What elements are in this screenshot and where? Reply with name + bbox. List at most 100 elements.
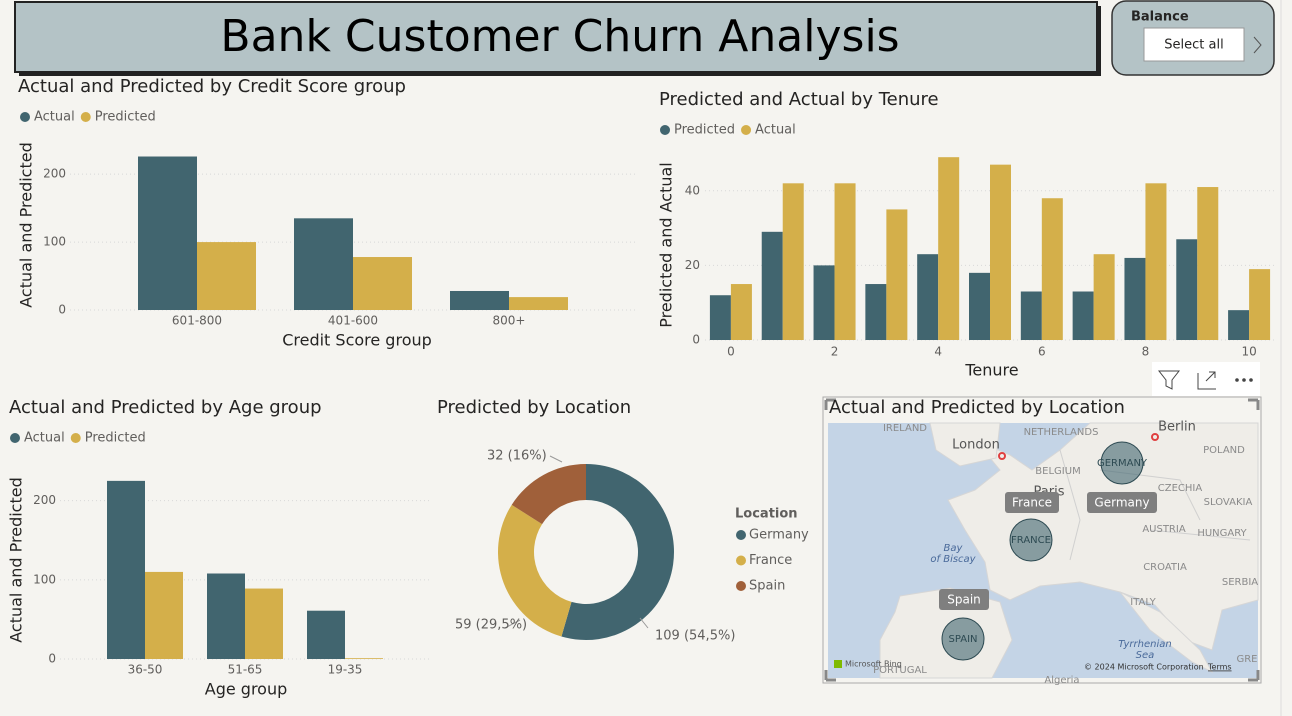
y-axis-label: Predicted and Actual — [657, 162, 676, 328]
bar[interactable] — [207, 573, 245, 660]
dashboard-title: Bank Customer Churn Analysis — [220, 11, 899, 62]
location-bubble[interactable] — [941, 617, 985, 661]
slicer-dropdown[interactable] — [1143, 27, 1245, 62]
legend-label: Spain — [749, 579, 785, 594]
title-banner — [14, 1, 1098, 73]
map-land — [947, 422, 1259, 651]
map-attribution: © 2024 Microsoft Corporation — [1084, 663, 1204, 672]
legend-marker — [80, 112, 91, 122]
bar[interactable] — [938, 157, 960, 340]
bar[interactable] — [813, 265, 835, 340]
bar[interactable] — [138, 156, 197, 310]
bar[interactable] — [1197, 187, 1219, 340]
x-tick-label: 2 — [831, 345, 839, 359]
bar[interactable] — [969, 272, 990, 340]
x-tick-label: 51-65 — [228, 663, 263, 677]
y-tick-label: 200 — [33, 493, 56, 507]
bar[interactable] — [709, 295, 731, 340]
donut-slice[interactable] — [498, 504, 572, 637]
chart-title: Actual and Predicted by Credit Score gro… — [18, 76, 406, 97]
legend-marker — [736, 555, 746, 566]
bar[interactable] — [886, 209, 908, 340]
x-tick-label: 800+ — [493, 314, 526, 328]
donut-slice[interactable] — [561, 464, 674, 641]
y-tick-label: 0 — [48, 652, 56, 666]
focus-icon[interactable] — [1197, 371, 1216, 390]
legend-marker — [20, 112, 30, 122]
bar[interactable] — [917, 254, 939, 340]
bar[interactable] — [145, 571, 183, 659]
filter-icon[interactable] — [1157, 370, 1181, 390]
y-tick-label: 0 — [692, 333, 700, 347]
place-label: of Biscay — [930, 554, 976, 565]
bubble-label: FRANCE — [1011, 535, 1051, 546]
bar[interactable] — [245, 588, 283, 659]
bar[interactable] — [1228, 310, 1250, 340]
bar[interactable] — [761, 231, 783, 340]
legend-label: Predicted — [95, 110, 156, 125]
bar[interactable] — [450, 290, 509, 310]
x-tick-label: 6 — [1038, 345, 1046, 359]
x-tick-label: 19-35 — [328, 663, 363, 677]
place-label: IRELAND — [883, 423, 927, 434]
x-axis-label: Tenure — [964, 361, 1018, 380]
bar[interactable] — [353, 257, 412, 310]
bar[interactable] — [834, 183, 856, 340]
location-bubble[interactable] — [1100, 441, 1144, 485]
place-label: London — [952, 438, 1000, 453]
slicer-value[interactable]: Select all — [1164, 38, 1223, 53]
bar[interactable] — [197, 242, 256, 310]
map-land — [1119, 591, 1214, 674]
place-label: HUNGARY — [1197, 528, 1247, 539]
bubble-label: GERMANY — [1097, 458, 1148, 469]
donut-slice[interactable] — [511, 464, 586, 525]
slicer-label: Balance — [1131, 10, 1189, 25]
more-dot[interactable] — [1242, 378, 1246, 382]
x-tick-label: 4 — [934, 345, 942, 359]
bar[interactable] — [1093, 254, 1115, 340]
chart-title: Actual and Predicted by Age group — [9, 397, 322, 418]
bar[interactable] — [294, 218, 353, 310]
legend-marker — [741, 125, 752, 135]
chart-title: Predicted by Location — [437, 397, 631, 418]
location-tag-label: France — [1012, 496, 1052, 510]
bar[interactable] — [865, 284, 887, 340]
bar[interactable] — [782, 183, 804, 340]
bar[interactable] — [1072, 291, 1094, 341]
bing-logo: Microsoft Bing — [845, 660, 902, 669]
legend-marker — [70, 433, 81, 443]
capital-marker — [998, 452, 1006, 460]
location-bubble[interactable] — [1009, 518, 1053, 562]
location-tag — [939, 589, 989, 610]
y-tick-label: 100 — [43, 235, 66, 249]
bar[interactable] — [307, 610, 345, 659]
place-label: AUSTRIA — [1142, 524, 1186, 535]
location-tag-label: Spain — [947, 593, 981, 607]
map-terms[interactable]: Terms — [1207, 663, 1232, 672]
bar[interactable] — [107, 480, 145, 659]
legend-label: Germany — [749, 528, 809, 543]
bar[interactable] — [1020, 291, 1042, 341]
bar[interactable] — [509, 297, 568, 310]
bar[interactable] — [1249, 269, 1271, 340]
place-label: BELGIUM — [1035, 466, 1080, 477]
y-axis-label: Actual and Predicted — [7, 477, 26, 643]
bar[interactable] — [1145, 183, 1167, 340]
location-tag-label: Germany — [1094, 496, 1149, 510]
place-label: GRE — [1236, 654, 1257, 665]
bar[interactable] — [730, 284, 752, 340]
legend-label: Actual — [34, 110, 75, 125]
bar[interactable] — [990, 164, 1011, 340]
y-tick-label: 20 — [685, 258, 700, 272]
bar[interactable] — [1041, 198, 1063, 340]
y-tick-label: 0 — [58, 303, 66, 317]
bar[interactable] — [345, 658, 383, 659]
slicer-chevron[interactable] — [1253, 36, 1262, 54]
more-dot[interactable] — [1235, 378, 1239, 382]
place-label: POLAND — [1203, 445, 1245, 456]
bar[interactable] — [1176, 239, 1198, 340]
legend-label: Actual — [24, 431, 65, 446]
legend-marker — [736, 530, 746, 540]
more-dot[interactable] — [1249, 378, 1253, 382]
bar[interactable] — [1124, 257, 1146, 340]
